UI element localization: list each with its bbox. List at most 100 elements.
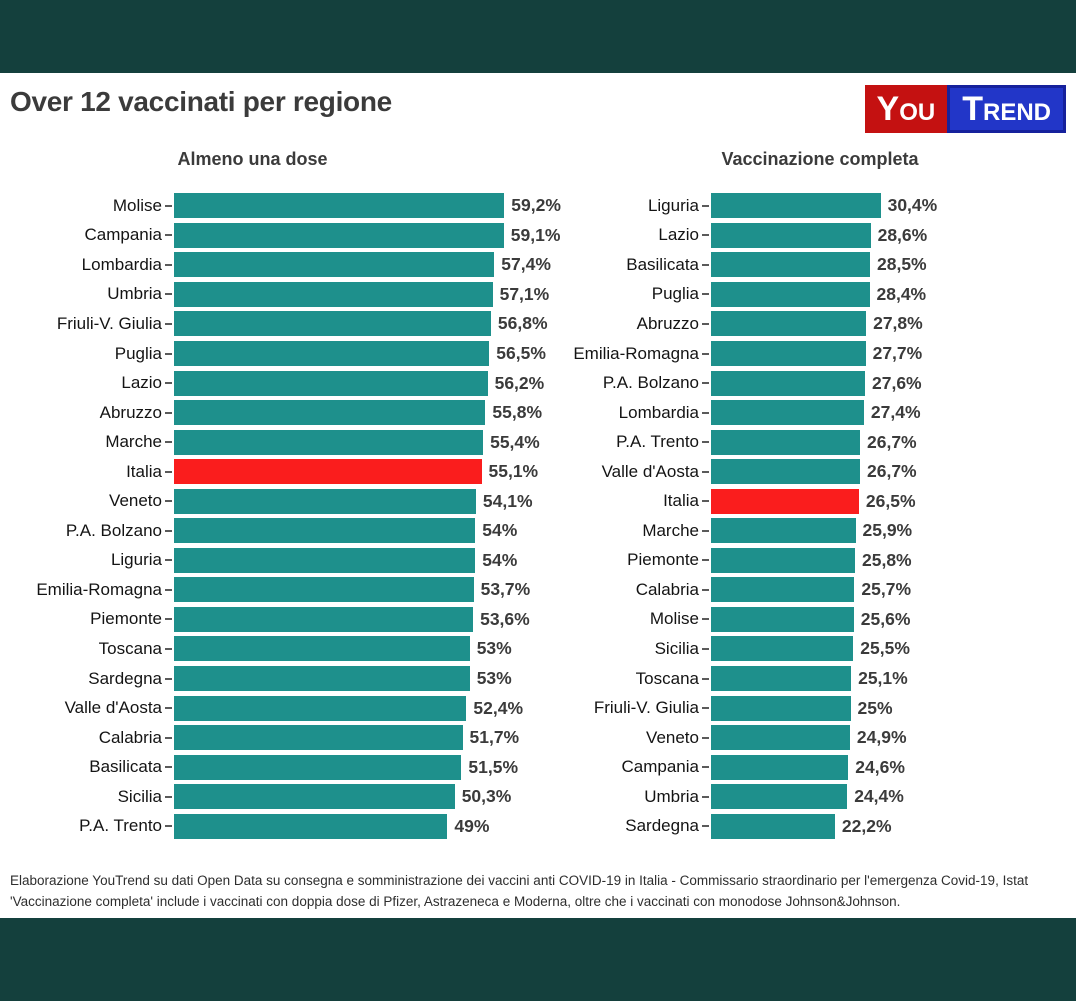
tick-mark	[165, 234, 172, 237]
chart-row: Marche 25,9%	[565, 516, 937, 546]
bar	[711, 547, 855, 573]
chart-row: Marche 55,4%	[10, 427, 561, 457]
tick-mark	[702, 588, 709, 591]
category-label: Friuli-V. Giulia	[56, 313, 162, 333]
value-label: 57,4%	[501, 254, 551, 275]
bar	[174, 813, 448, 839]
category-label: Lombardia	[618, 402, 699, 422]
value-label: 55,8%	[492, 402, 543, 423]
category-label: Abruzzo	[636, 313, 699, 333]
bar	[711, 606, 854, 632]
chart-almeno-una-dose: Molise 59,2% Campania 59,1% Lombardia 57…	[10, 191, 561, 841]
tick-mark	[165, 441, 172, 444]
chart-row: Molise 59,2%	[10, 191, 561, 221]
value-label: 28,6%	[877, 224, 928, 245]
chart-row: Abruzzo 27,8%	[565, 309, 937, 339]
value-label: 50,3%	[461, 786, 512, 807]
bar	[174, 370, 488, 396]
chart-row: P.A. Bolzano 54%	[10, 516, 561, 546]
value-label: 52,4%	[473, 697, 524, 718]
bar	[711, 754, 849, 780]
category-label: Liguria	[647, 195, 699, 215]
tick-mark	[702, 470, 709, 473]
chart-row: Friuli-V. Giulia 56,8%	[10, 309, 561, 339]
tick-mark	[702, 736, 709, 739]
value-label: 57,1%	[499, 283, 550, 304]
tick-mark	[702, 559, 709, 562]
chart-row: Liguria 30,4%	[565, 191, 937, 221]
tick-mark	[702, 352, 709, 355]
chart-row: Puglia 28,4%	[565, 280, 937, 310]
chart-row: Liguria 54%	[10, 546, 561, 576]
chart-row: Sardegna 53%	[10, 664, 561, 694]
youtrend-logo: You Trend	[864, 85, 1066, 133]
tick-mark	[165, 647, 172, 650]
value-label: 25,7%	[861, 579, 912, 600]
tick-mark	[165, 411, 172, 414]
category-label: Umbria	[107, 284, 162, 304]
tick-mark	[165, 618, 172, 621]
category-label: P.A. Bolzano	[65, 520, 162, 540]
value-label: 27,4%	[870, 402, 921, 423]
bar	[174, 518, 476, 544]
category-label: Campania	[621, 757, 700, 777]
bar	[711, 695, 851, 721]
value-label: 56,5%	[496, 343, 546, 363]
value-label: 26,5%	[865, 490, 916, 511]
category-label: Friuli-V. Giulia	[593, 698, 699, 718]
chart-row: Veneto 54,1%	[10, 486, 561, 516]
value-label: 55,4%	[490, 431, 540, 452]
chart-row: P.A. Trento 26,7%	[565, 427, 937, 457]
bottom-frame-bar	[0, 918, 1076, 1001]
value-label: 25,6%	[860, 608, 911, 629]
chart-row: Valle d'Aosta 26,7%	[565, 457, 937, 487]
tick-mark	[702, 441, 709, 444]
tick-mark	[702, 766, 709, 769]
chart-row: Abruzzo 55,8%	[10, 398, 561, 428]
tick-mark	[165, 707, 172, 710]
source-note-line2: 'Vaccinazione completa' include i vaccin…	[10, 893, 901, 909]
bar	[174, 725, 463, 751]
category-label: Veneto	[109, 491, 162, 511]
category-label: P.A. Trento	[79, 816, 162, 836]
tick-mark	[702, 263, 709, 266]
chart-title-left: Almeno una dose	[177, 149, 328, 169]
value-label: 54%	[482, 520, 518, 541]
value-label: 28,4%	[876, 283, 927, 304]
tick-mark	[165, 500, 172, 503]
tick-mark	[165, 352, 172, 355]
chart-row: Italia 26,5%	[565, 486, 937, 516]
logo-trend: Trend	[947, 85, 1066, 133]
chart-row: Puglia 56,5%	[10, 339, 561, 369]
category-label: Marche	[105, 432, 162, 452]
bar	[711, 813, 835, 839]
bar	[711, 459, 860, 485]
bar	[711, 400, 864, 426]
chart-row: Emilia-Romagna 53,7%	[10, 575, 561, 605]
tick-mark	[702, 382, 709, 385]
value-label: 25%	[857, 697, 893, 718]
bar	[174, 547, 476, 573]
value-label: 27,8%	[873, 313, 923, 334]
bar	[174, 341, 490, 366]
value-label: 59,2%	[511, 195, 561, 216]
value-label: 53%	[476, 668, 512, 689]
chart-row: Calabria 25,7%	[565, 575, 937, 605]
source-note: Elaborazione YouTrend su dati Open Data …	[10, 871, 1068, 913]
tick-mark	[702, 795, 709, 798]
bar	[174, 281, 493, 307]
chart-row: Toscana 25,1%	[565, 664, 937, 694]
tick-mark	[702, 707, 709, 710]
category-label: Lazio	[121, 373, 162, 393]
tick-mark	[165, 736, 172, 739]
tick-mark	[702, 529, 709, 532]
chart-row: Valle d'Aosta 52,4%	[10, 693, 561, 723]
tick-mark	[702, 677, 709, 680]
bar	[711, 252, 870, 278]
chart-row: Umbria 57,1%	[10, 280, 561, 310]
category-label: Lazio	[658, 225, 699, 245]
category-label: Puglia	[114, 343, 162, 363]
bar	[711, 222, 871, 248]
bar	[711, 311, 867, 337]
category-label: Toscana	[635, 668, 699, 688]
